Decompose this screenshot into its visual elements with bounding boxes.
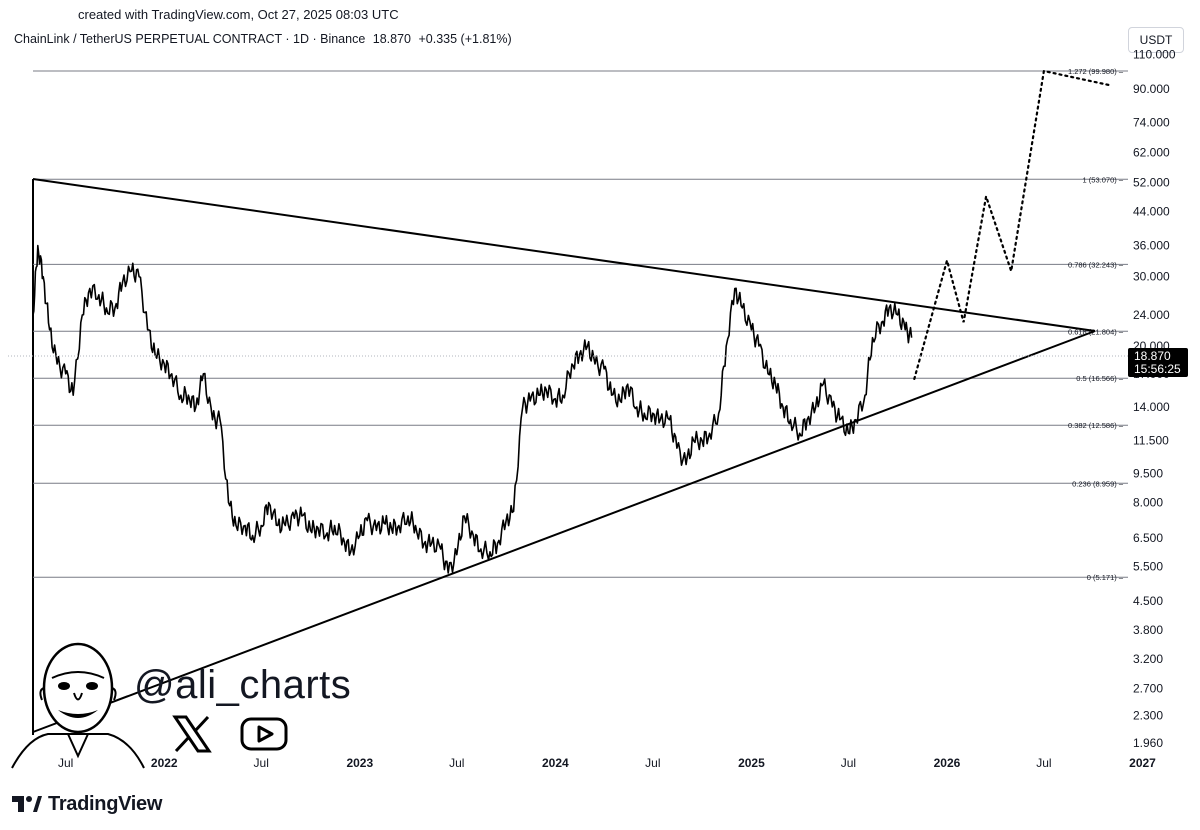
y-tick-label: 110.000 xyxy=(1133,48,1176,62)
x-tick-label: Jul xyxy=(58,756,73,770)
price-label-countdown: 15:56:25 xyxy=(1134,362,1181,376)
y-tick-label: 8.000 xyxy=(1133,496,1163,510)
x-tick-label: 2027 xyxy=(1129,756,1156,770)
y-tick-label: 2.700 xyxy=(1133,681,1163,695)
last-price: 18.870 xyxy=(372,32,412,46)
fib-level-label: 0 (5.171) – xyxy=(1087,573,1124,582)
youtube-icon[interactable] xyxy=(240,716,288,752)
y-tick-label: 14.000 xyxy=(1133,400,1170,414)
x-tick-label: Jul xyxy=(449,756,464,770)
y-tick-label: 1.960 xyxy=(1133,736,1163,750)
x-tick-label: Jul xyxy=(841,756,856,770)
x-tick-label: 2025 xyxy=(738,756,765,770)
symbol-name[interactable]: ChainLink / TetherUS PERPETUAL CONTRACT … xyxy=(14,32,366,46)
fib-level-label: 0.236 (8.959) – xyxy=(1072,479,1124,488)
y-tick-label: 36.000 xyxy=(1133,239,1170,253)
price-change: +0.335 (+1.81%) xyxy=(418,32,512,46)
y-tick-label: 9.500 xyxy=(1133,466,1163,480)
y-tick-label: 30.000 xyxy=(1133,270,1170,284)
y-tick-label: 44.000 xyxy=(1133,204,1170,218)
fib-level-label: 0.618 (21.804) – xyxy=(1068,327,1124,336)
x-tick-label: 2026 xyxy=(934,756,961,770)
x-tick-label: 2024 xyxy=(542,756,569,770)
y-tick-label: 6.500 xyxy=(1133,531,1163,545)
fib-level-label: 0.382 (12.586) – xyxy=(1068,421,1124,430)
y-tick-label: 11.500 xyxy=(1133,434,1169,448)
watermark-handle: @ali_charts xyxy=(134,663,352,707)
price-label-value: 18.870 xyxy=(1134,349,1171,363)
y-tick-label: 52.000 xyxy=(1133,176,1170,190)
y-tick-label: 4.500 xyxy=(1133,594,1163,608)
y-tick-label: 24.000 xyxy=(1133,308,1170,322)
currency-button[interactable]: USDT xyxy=(1128,27,1184,53)
upper-trendline[interactable] xyxy=(32,178,1096,332)
y-tick-label: 90.000 xyxy=(1133,82,1170,96)
fib-level-label: 0.5 (16.566) – xyxy=(1076,374,1124,383)
fib-level-label: 1.272 (99.980) – xyxy=(1068,67,1124,76)
y-tick-label: 3.200 xyxy=(1133,652,1163,666)
price-series-line[interactable] xyxy=(32,244,913,574)
y-tick-label: 2.300 xyxy=(1133,709,1163,723)
x-tick-label: Jul xyxy=(1036,756,1051,770)
x-tick-label: Jul xyxy=(254,756,269,770)
y-tick-label: 3.800 xyxy=(1133,623,1163,637)
x-tick-label: 2022 xyxy=(151,756,178,770)
price-label-box xyxy=(1128,347,1188,377)
tradingview-logo-text: TradingView xyxy=(48,792,163,815)
x-tick-label: 2023 xyxy=(346,756,373,770)
tradingview-logo-icon xyxy=(12,796,42,812)
projection-path[interactable] xyxy=(913,69,1111,380)
symbol-info-bar: ChainLink / TetherUS PERPETUAL CONTRACT … xyxy=(14,32,516,46)
x-tick-label: Jul xyxy=(645,756,660,770)
avatar-caricature-icon xyxy=(11,642,145,769)
y-tick-label: 62.000 xyxy=(1133,146,1170,160)
y-tick-label: 5.500 xyxy=(1133,560,1163,574)
tradingview-logo[interactable]: TradingView xyxy=(12,792,162,816)
x-logo-icon[interactable] xyxy=(172,714,212,754)
lower-trendline[interactable] xyxy=(32,330,1096,733)
fib-level-label: 1 (53.070) – xyxy=(1083,175,1124,184)
fib-level-label: 0.786 (32.243) – xyxy=(1068,260,1124,269)
created-with-label: created with TradingView.com, Oct 27, 20… xyxy=(78,7,399,22)
y-tick-label: 74.000 xyxy=(1133,115,1170,129)
